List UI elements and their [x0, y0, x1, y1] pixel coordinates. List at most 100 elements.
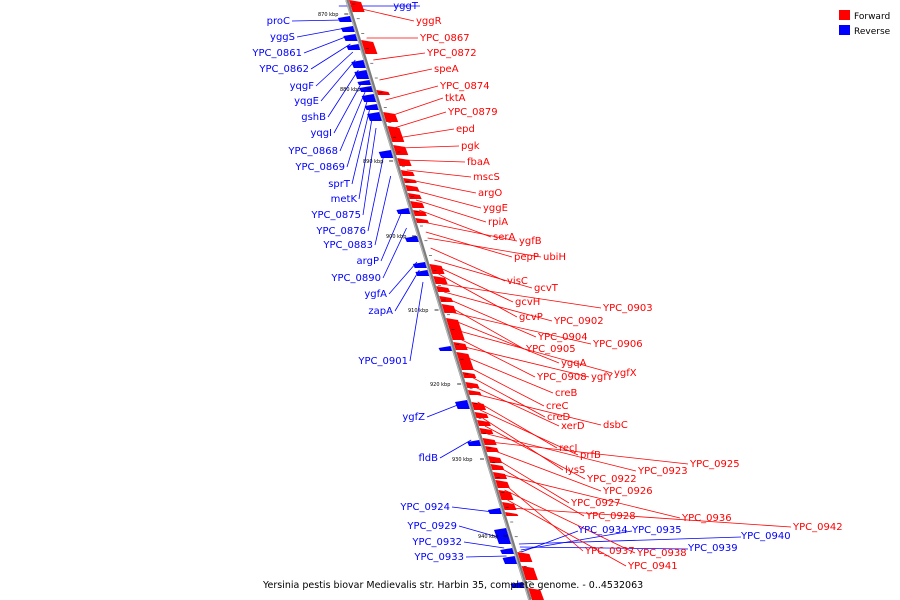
gene-label-forward: yggR — [416, 16, 442, 27]
connector-line — [434, 259, 533, 289]
connector-line — [492, 449, 602, 492]
gene-label-forward: gcvP — [519, 312, 543, 323]
gene-label-reverse: fldB — [418, 453, 438, 464]
gene-label-forward: YPC_0942 — [792, 522, 843, 533]
gene-label-reverse: YPC_0869 — [294, 162, 345, 173]
connector-line — [477, 401, 558, 449]
forward-gene-block — [467, 390, 482, 395]
connector-line — [333, 81, 363, 134]
connector-line — [445, 297, 537, 338]
forward-gene-block — [453, 342, 468, 350]
gene-label-forward: xerD — [561, 421, 585, 432]
gene-label-forward: speA — [434, 64, 459, 75]
reverse-gene-block — [359, 86, 374, 92]
forward-gene-block — [439, 296, 454, 302]
tick-label: 920 kbp — [430, 382, 450, 388]
gene-label-reverse: zapA — [368, 306, 393, 317]
gene-label-reverse: YPC_0933 — [413, 552, 464, 563]
gene-label-reverse: argP — [357, 256, 379, 267]
gene-label-reverse: yqgE — [294, 96, 319, 107]
connector-line — [415, 199, 487, 223]
gene-label-reverse: YPC_0868 — [287, 146, 338, 157]
reverse-gene-block — [415, 270, 430, 276]
gene-label-reverse: YPC_0862 — [258, 64, 309, 75]
gene-label-forward: pepP — [514, 252, 539, 263]
connector-line — [346, 99, 368, 168]
forward-gene-block — [505, 512, 519, 516]
connector-line — [357, 7, 415, 22]
gene-label-forward: YPC_0922 — [586, 474, 637, 485]
forward-gene-block — [462, 372, 477, 378]
genome-axis — [345, 0, 532, 600]
connector-line — [450, 311, 592, 345]
connector-line — [519, 546, 689, 550]
connector-line — [412, 189, 482, 209]
forward-gene-block — [403, 178, 417, 183]
connector-line — [458, 525, 502, 539]
legend: Forward Reverse — [839, 10, 891, 37]
gene-label-reverse: yggT — [393, 1, 419, 12]
gene-label-forward: YPC_0902 — [553, 316, 604, 327]
reverse-gene-block — [510, 582, 525, 588]
tick-label: 870 kbp — [318, 12, 338, 18]
tick-label: 930 kbp — [452, 457, 472, 463]
connector-line — [310, 43, 351, 70]
tick-label: 900 kbp — [386, 234, 406, 240]
tick-label: 890 kbp — [363, 159, 383, 165]
gene-label-forward: YPC_0903 — [602, 303, 653, 314]
connector-line — [484, 425, 586, 480]
gene-label-forward: lysS — [565, 465, 585, 476]
gene-label-forward: YPC_0928 — [585, 511, 636, 522]
forward-gene-block — [488, 456, 503, 463]
forward-gene-block — [456, 352, 474, 370]
connector-line — [455, 329, 613, 374]
gene-label-forward: ygfX — [614, 368, 637, 379]
gene-label-reverse: YPC_0924 — [399, 502, 450, 513]
reverse-gene-block — [367, 112, 382, 121]
reverse-gene-block — [396, 208, 411, 214]
forward-gene-block — [361, 40, 378, 54]
connector-line — [427, 237, 542, 258]
connector-line — [394, 269, 420, 312]
gene-labels: yggT proC yggS YPC_0861 YPC_0862 yqgF yqgE gshB… — [251, 1, 842, 572]
connector-line — [339, 91, 366, 152]
forward-gene-block — [405, 185, 420, 191]
legend-reverse-label: Reverse — [854, 27, 891, 37]
gene-label-forward: creB — [555, 388, 578, 399]
forward-gene-block — [393, 145, 409, 155]
gene-label-forward: YPC_0906 — [592, 339, 643, 350]
gene-label-forward: ygqA — [561, 358, 587, 369]
genome-axis-line — [345, 0, 532, 600]
gene-label-forward: prfB — [580, 450, 601, 461]
connector-line — [320, 59, 356, 102]
connector-line — [430, 247, 506, 282]
forward-gene-block — [502, 502, 517, 510]
reverse-gene-block — [500, 548, 514, 554]
legend-reverse-swatch — [839, 25, 850, 35]
gene-label-reverse: proC — [267, 16, 290, 27]
forward-gene-block — [528, 588, 544, 600]
gene-label-forward: YPC_0879 — [447, 107, 498, 118]
forward-gene-block — [477, 420, 491, 426]
gene-label-reverse: YPC_0883 — [322, 240, 373, 251]
connector-line — [435, 265, 514, 303]
gene-label-reverse: ygfA — [364, 289, 387, 300]
gene-label-reverse: metK — [331, 194, 358, 205]
connector-line — [465, 555, 507, 558]
gene-label-reverse: sprT — [328, 179, 351, 190]
connector-line — [475, 393, 602, 426]
forward-gene-block — [492, 472, 508, 479]
forward-gene-block — [387, 126, 405, 142]
forward-gene-block — [415, 218, 430, 223]
gene-label-forward: YPC_0874 — [439, 81, 490, 92]
gene-label-forward: dsbC — [603, 420, 628, 431]
connector-line — [448, 305, 525, 350]
forward-gene-block — [521, 566, 538, 580]
gene-label-forward: YPC_0926 — [602, 486, 653, 497]
forward-gene-block — [349, 0, 365, 12]
connector-line — [466, 365, 545, 407]
connector-line — [438, 273, 518, 318]
forward-gene-block — [485, 446, 499, 452]
connector-line — [457, 337, 536, 378]
